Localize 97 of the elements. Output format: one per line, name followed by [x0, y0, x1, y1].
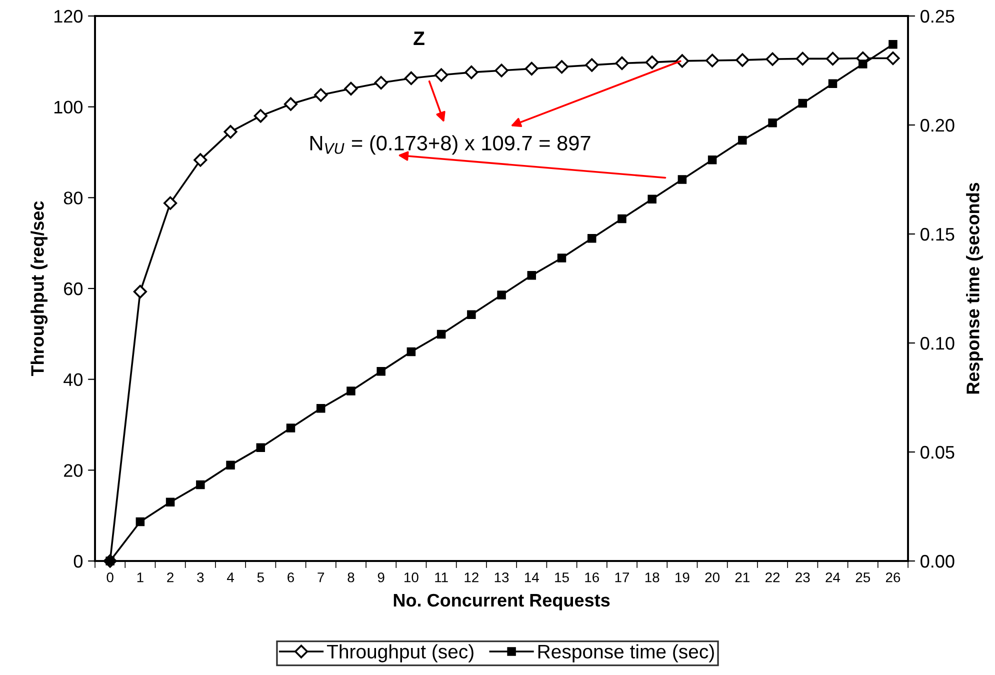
point [708, 156, 717, 164]
x-tick-label: 14 [524, 572, 539, 582]
x-tick-label: 22 [766, 572, 780, 582]
x-tick-label: 16 [585, 572, 599, 582]
point [406, 347, 416, 356]
y-tick-label: 120 [54, 10, 83, 23]
x-tick-label: 9 [378, 572, 384, 582]
y-axis-title: Throughput (req/sec [30, 201, 48, 376]
x-tick-label: 18 [645, 572, 660, 582]
point [224, 125, 238, 139]
point [587, 234, 596, 243]
point [226, 460, 235, 470]
x-tick-label: 15 [555, 572, 569, 582]
point [404, 71, 418, 86]
y2-tick-label: 0.10 [920, 336, 954, 350]
annotation: Z [414, 32, 424, 46]
point [376, 366, 386, 376]
point [886, 51, 900, 66]
x-tick-label: 24 [826, 572, 840, 582]
point [467, 310, 476, 320]
x-tick-label: 10 [404, 572, 418, 582]
point [196, 480, 205, 490]
x-tick-label: 13 [494, 572, 509, 582]
point [494, 64, 508, 78]
x-tick-label: 11 [435, 572, 448, 582]
x-tick-label: 20 [705, 572, 720, 582]
y-tick-label: 60 [64, 282, 83, 296]
point [798, 98, 808, 108]
y-tick-label: 0 [74, 554, 83, 568]
point [618, 214, 626, 224]
point [497, 290, 506, 300]
legend-label: Throughput (sec) [326, 644, 474, 662]
point [706, 54, 720, 68]
point [464, 66, 478, 80]
point [615, 56, 629, 70]
point [164, 196, 178, 210]
point [828, 79, 838, 88]
x-tick-label: 2 [167, 572, 174, 582]
x-tick-label: 17 [615, 572, 630, 582]
x-tick-label: 8 [348, 572, 354, 582]
point [314, 88, 328, 102]
point [768, 118, 777, 128]
y-tick-label: 100 [54, 100, 83, 114]
point [316, 404, 326, 413]
x-axis-title: No. Concurrent Requests [394, 594, 610, 610]
y-tick-label: 40 [64, 373, 83, 386]
point [194, 153, 208, 167]
point [738, 136, 747, 145]
point [166, 498, 175, 507]
point [645, 56, 659, 70]
x-tick-label: 12 [464, 572, 478, 582]
point [524, 62, 538, 76]
point [554, 60, 569, 74]
point [133, 284, 147, 298]
point [678, 175, 687, 184]
x-tick-label: 6 [288, 572, 294, 582]
point [346, 386, 356, 396]
x-tick-label: 1 [137, 572, 144, 582]
point [286, 424, 296, 432]
y2-tick-label: 0.25 [920, 10, 954, 23]
x-tick-label: 4 [226, 572, 234, 582]
y2-tick-label: 0.00 [920, 554, 954, 568]
point [858, 60, 868, 68]
y2-tick-label: 0.20 [920, 118, 954, 132]
x-tick-label: 19 [676, 572, 690, 582]
point [736, 53, 750, 67]
point [766, 52, 780, 66]
x-tick-label: 23 [796, 572, 810, 582]
point [136, 517, 145, 526]
x-tick-label: 21 [735, 572, 750, 582]
point [527, 271, 536, 280]
y2-tick-label: 0.05 [920, 446, 954, 459]
point [648, 194, 656, 204]
legend-label: Response time (sec) [538, 644, 714, 662]
point [826, 52, 840, 66]
y2-tick-label: 0.15 [920, 228, 954, 241]
annotation: N$_{VU}$ = (0.173+8) x 109.7 = 897 [310, 135, 590, 155]
point [434, 68, 448, 82]
y-tick-label: 20 [64, 464, 83, 477]
point [888, 40, 898, 49]
point [436, 330, 446, 339]
x-tick-label: 0 [106, 572, 114, 582]
x-tick-label: 26 [886, 572, 900, 582]
point [585, 58, 599, 72]
point [796, 52, 810, 66]
point [374, 76, 388, 90]
point [284, 97, 298, 111]
x-tick-label: 7 [318, 572, 324, 582]
x-tick-label: 25 [856, 572, 870, 582]
point [557, 254, 566, 262]
y2-axis-title: Response time (seconds [966, 182, 983, 394]
x-tick-label: 3 [197, 572, 204, 582]
y-tick-label: 80 [64, 192, 83, 204]
point [344, 82, 358, 96]
x-tick-label: 5 [257, 572, 264, 582]
point [254, 109, 268, 123]
point [256, 443, 266, 452]
